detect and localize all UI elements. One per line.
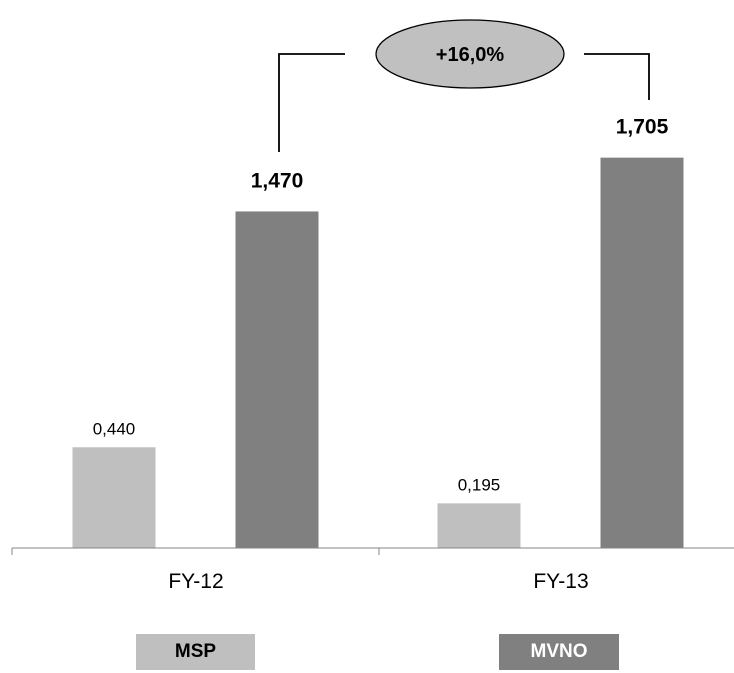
legend-msp: MSP	[136, 634, 255, 670]
growth-bracket-right	[584, 53, 650, 100]
data-label-mvno-fy-13: 1,705	[616, 116, 669, 139]
bar-msp-fy-13	[437, 503, 521, 548]
bar-msp-fy-12	[72, 447, 156, 548]
growth-bracket-left	[278, 53, 345, 152]
data-label-msp-fy-12: 0,440	[93, 419, 136, 438]
bar-chart: 0,440 0,195 1,470 1,705 FY-12 FY-13 +16,0%	[11, 19, 734, 593]
data-label-mvno-fy-12: 1,470	[251, 169, 304, 192]
legend-mvno: MVNO	[499, 634, 619, 670]
data-label-msp-fy-13: 0,195	[458, 475, 501, 494]
bar-mvno-fy-13	[600, 157, 684, 549]
growth-badge-text: +16,0%	[436, 44, 505, 66]
category-label-fy12: FY-12	[168, 570, 223, 593]
bar-mvno-fy-12	[235, 211, 319, 548]
growth-badge	[375, 19, 565, 89]
category-label-fy13: FY-13	[533, 570, 588, 593]
